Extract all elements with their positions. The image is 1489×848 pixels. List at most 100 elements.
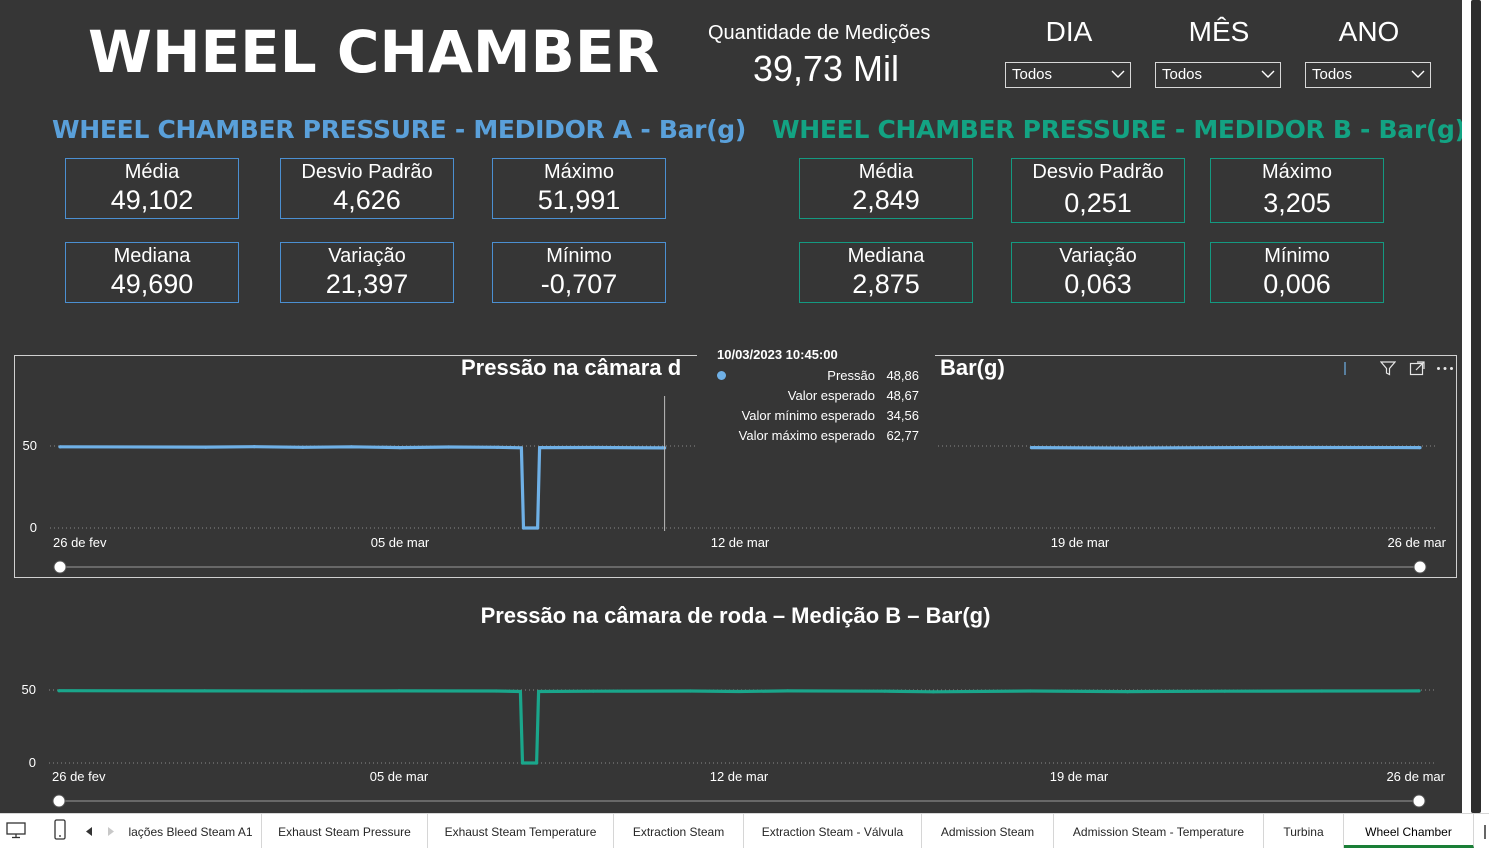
data-point[interactable] — [535, 761, 539, 765]
chart-a-plot[interactable]: 0 50 26 de fev 05 de mar 12 de mar 19 de mar 2… — [15, 356, 1456, 577]
focus-mode-icon[interactable] — [1409, 361, 1425, 376]
tab-wheel-chamber[interactable]: Wheel Chamber — [1344, 814, 1474, 848]
data-point[interactable] — [349, 445, 354, 449]
data-point[interactable] — [203, 689, 207, 693]
tab-turbina[interactable]: Turbina — [1264, 814, 1344, 848]
data-point[interactable] — [536, 526, 540, 530]
data-point[interactable] — [1125, 690, 1130, 694]
data-point[interactable] — [57, 689, 61, 693]
meter-b-variance-card: Variação 0,063 — [1011, 242, 1185, 303]
chart-a-title-right: Bar(g) — [940, 355, 1005, 380]
series-line[interactable] — [58, 689, 1420, 765]
scroll-tabs-left-icon[interactable] — [86, 827, 93, 836]
chart-b-title: Pressão na câmara de roda – Medição B – … — [480, 603, 991, 628]
data-point[interactable] — [931, 690, 935, 694]
data-point[interactable] — [301, 445, 305, 449]
data-point[interactable] — [1028, 689, 1033, 693]
data-point[interactable] — [494, 689, 498, 693]
card-value: 3,205 — [1263, 188, 1331, 218]
card-label: Máximo — [543, 161, 614, 183]
desktop-view-icon[interactable] — [6, 822, 26, 839]
filter-year-dropdown[interactable]: Todos — [1305, 62, 1431, 88]
data-point[interactable] — [1320, 689, 1324, 693]
data-point[interactable] — [1223, 689, 1227, 693]
meter-b-mean-card: Média 2,849 — [799, 158, 973, 219]
more-options-icon[interactable] — [1436, 366, 1454, 371]
data-point[interactable] — [58, 445, 62, 449]
x-tick-label: 26 de mar — [1386, 769, 1445, 784]
chart-b-plot[interactable]: 0 50 26 de fev 05 de mar 12 de mar 19 de mar 2… — [14, 595, 1457, 810]
filter-icon[interactable] — [1380, 361, 1396, 376]
data-point[interactable] — [1272, 445, 1276, 450]
tab-extraction-steam-valve[interactable]: Extraction Steam - Válvula — [744, 814, 922, 848]
tab-exhaust-steam-pressure[interactable]: Exhaust Steam Pressure — [262, 814, 428, 848]
card-value: 2,849 — [852, 185, 920, 215]
tooltip-value: 48,86 — [886, 368, 919, 383]
scroll-tabs-right-icon[interactable] — [107, 827, 114, 836]
zoom-slider-end-handle[interactable] — [1413, 560, 1427, 574]
tooltip-label: Valor máximo esperado — [738, 428, 875, 443]
data-point[interactable] — [1175, 446, 1179, 450]
chart-a-visual[interactable]: Pressão na câmara d Bar(g) 0 50 26 de fev 0… — [14, 355, 1457, 578]
meter-a-min-card: Mínimo -0,707 — [492, 242, 666, 303]
zoom-slider-start-handle[interactable] — [53, 560, 67, 574]
series-dot — [717, 371, 726, 380]
add-page-icon[interactable] — [1480, 825, 1489, 839]
tab-admission-steam-temperature[interactable]: Admission Steam - Temperature — [1054, 814, 1264, 848]
data-point[interactable] — [398, 446, 402, 450]
card-label: Variação — [1059, 245, 1137, 267]
data-point[interactable] — [538, 446, 542, 450]
data-point[interactable] — [1029, 446, 1034, 450]
data-point[interactable] — [495, 445, 499, 449]
y-tick-label: 0 — [30, 520, 37, 535]
tooltip-label: Pressão — [827, 368, 875, 383]
meter-b-min-card: Mínimo 0,006 — [1210, 242, 1384, 303]
card-value: 49,690 — [110, 269, 194, 299]
tooltip-label: Valor mínimo esperado — [741, 408, 875, 423]
tab-extraction-steam[interactable]: Extraction Steam — [614, 814, 744, 848]
meter-a-max-card: Máximo 51,991 — [492, 158, 666, 219]
data-point[interactable] — [521, 526, 526, 530]
data-point[interactable] — [537, 689, 541, 694]
filter-day-dropdown[interactable]: Todos — [1005, 62, 1131, 88]
data-point[interactable] — [300, 689, 304, 693]
tab-admission-steam[interactable]: Admission Steam — [922, 814, 1054, 848]
data-point[interactable] — [1417, 689, 1421, 693]
data-point[interactable] — [252, 445, 256, 449]
meter-b-max-card: Máximo 3,205 — [1210, 158, 1384, 223]
tooltip-value: 62,77 — [886, 428, 919, 443]
filter-day-title: DIA — [1045, 16, 1093, 47]
data-point[interactable] — [737, 689, 741, 694]
data-point[interactable] — [591, 689, 595, 693]
data-point[interactable] — [520, 761, 525, 765]
mobile-view-icon[interactable] — [54, 819, 66, 840]
chart-a-title-left: Pressão na câmara d — [461, 355, 682, 380]
series-line[interactable] — [1031, 445, 1421, 450]
meter-a-mean-card: Média 49,102 — [65, 158, 239, 219]
meter-a-variance-card: Variação 21,397 — [280, 242, 454, 303]
y-tick-label: 50 — [23, 438, 37, 453]
data-point[interactable] — [688, 689, 693, 693]
series-line[interactable] — [59, 445, 665, 530]
card-value: 4,626 — [333, 185, 401, 215]
data-point[interactable] — [785, 689, 790, 693]
data-point[interactable] — [397, 689, 401, 693]
data-point[interactable] — [519, 446, 524, 450]
data-point[interactable] — [883, 689, 887, 693]
card-value: 21,397 — [325, 269, 409, 299]
data-point[interactable] — [204, 445, 208, 449]
filter-month-dropdown[interactable]: Todos — [1155, 62, 1281, 88]
data-point[interactable] — [1418, 446, 1422, 450]
zoom-slider-start-handle[interactable] — [52, 794, 66, 808]
tooltip-timestamp: 10/03/2023 10:45:00 — [717, 347, 838, 362]
vertical-scrollbar-thumb[interactable] — [1471, 0, 1481, 813]
tab-exhaust-steam-temperature[interactable]: Exhaust Steam Temperature — [428, 814, 614, 848]
x-tick-label: 19 de mar — [1051, 535, 1110, 550]
data-point[interactable] — [592, 445, 596, 450]
data-point[interactable] — [518, 689, 523, 694]
data-point[interactable] — [446, 445, 451, 449]
data-point[interactable] — [1126, 446, 1131, 450]
chart-b-visual[interactable]: Pressão na câmara de roda – Medição B – … — [14, 595, 1457, 810]
zoom-slider-end-handle[interactable] — [1412, 794, 1426, 808]
tab-bleed-steam[interactable]: lações Bleed Steam A1 — [120, 814, 262, 848]
